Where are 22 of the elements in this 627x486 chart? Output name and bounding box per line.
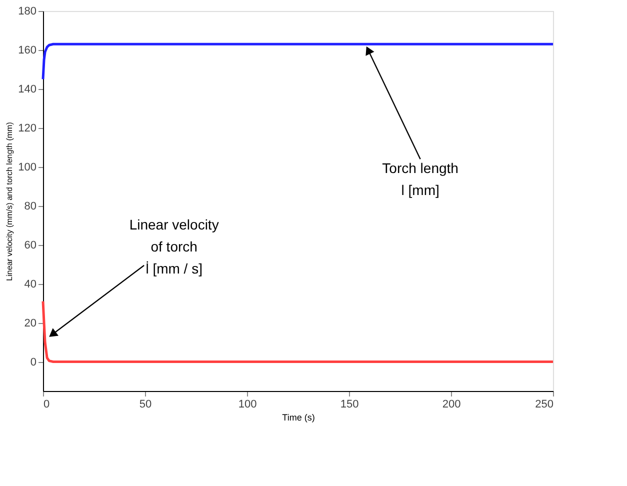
line-series [42,300,554,364]
x-tick-label: 150 [340,398,359,410]
x-tick-label: 0 [44,398,50,410]
x-tick-label: 250 [535,398,554,410]
y-tick-label: 140 [18,83,36,96]
y-tick-label: 60 [24,239,36,252]
y-tick-label: 160 [18,44,36,56]
x-axis-title: Time (s) [282,412,315,422]
annotation: Linear velocity of torch l̇ [mm / s] [129,216,219,276]
y-tick-label: 20 [24,317,36,330]
y-axis-title: Linear velocity (mm/s) and torch length (mm) [5,122,14,281]
y-tick-label: 0 [30,356,36,368]
x-tick-label: 50 [139,398,152,410]
x-tick-label: 200 [442,398,461,410]
y-tick-label: 100 [18,161,36,174]
annotation: Torch length l [mm] [382,160,458,198]
x-tick-label: 100 [238,398,257,410]
line-series [42,42,554,80]
y-tick-label: 80 [24,200,36,212]
y-tick-label: 120 [18,122,36,134]
y-tick-label: 40 [24,278,36,290]
y-tick-label: 180 [18,6,36,18]
